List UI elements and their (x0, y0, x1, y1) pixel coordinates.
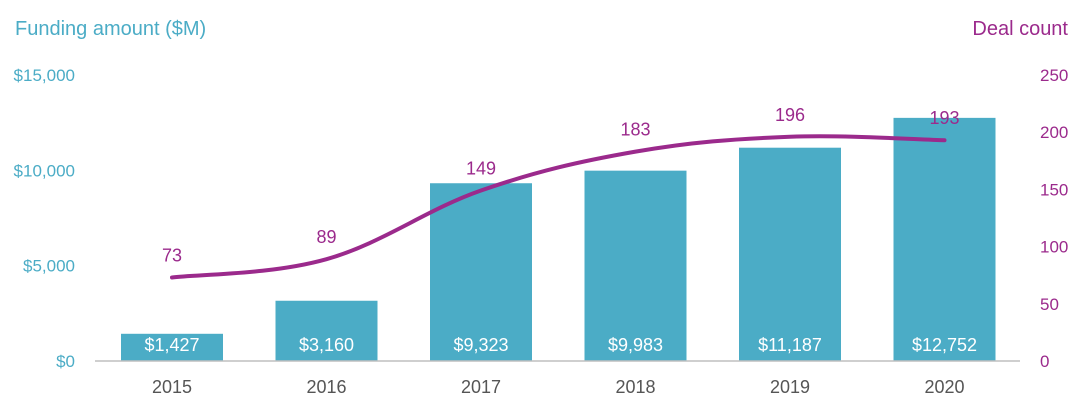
x-tick-label: 2015 (152, 377, 192, 397)
bar-series: $1,427 $3,160 $9,323 $9,983 $11,187 $12,752 (121, 117, 996, 361)
x-axis: 2015 2016 2017 2018 2019 2020 (152, 377, 965, 397)
right-tick-label: 150 (1040, 180, 1068, 199)
line-value-label: 73 (162, 245, 182, 265)
left-tick-label: $5,000 (23, 257, 75, 276)
line-value-label: 193 (929, 108, 959, 128)
bar (430, 183, 532, 361)
bar-value-label: $1,427 (144, 335, 199, 355)
right-axis: 0 50 100 150 200 250 (1040, 66, 1068, 371)
left-tick-label: $0 (56, 352, 75, 371)
left-axis: $0 $5,000 $10,000 $15,000 (14, 66, 75, 371)
bar (584, 170, 687, 361)
bar-value-label: $12,752 (912, 335, 977, 355)
line-value-label: 149 (466, 159, 496, 179)
bar-value-label: $11,187 (758, 335, 822, 355)
right-tick-label: 250 (1040, 66, 1068, 85)
x-tick-label: 2016 (306, 377, 346, 397)
right-tick-label: 200 (1040, 123, 1068, 142)
bar-value-label: $3,160 (299, 335, 354, 355)
bar (739, 147, 841, 361)
left-tick-label: $10,000 (14, 161, 75, 180)
bar (893, 117, 996, 361)
right-tick-label: 0 (1040, 352, 1049, 371)
left-tick-label: $15,000 (14, 66, 75, 85)
line-value-label: 183 (620, 120, 650, 140)
x-tick-label: 2018 (615, 377, 655, 397)
line-series: 73 89 149 183 196 193 (162, 105, 960, 280)
right-tick-label: 50 (1040, 295, 1059, 314)
line-value-label: 196 (775, 105, 805, 125)
x-tick-label: 2017 (461, 377, 501, 397)
line-value-label: 89 (316, 227, 336, 247)
bar (121, 333, 223, 361)
left-axis-title: Funding amount ($M) (15, 18, 206, 40)
x-tick-label: 2020 (924, 377, 964, 397)
right-tick-label: 100 (1040, 238, 1068, 257)
bar-value-label: $9,323 (453, 335, 508, 355)
deal-count-line (170, 134, 947, 280)
right-axis-title: Deal count (972, 18, 1068, 40)
bar (275, 300, 378, 361)
x-tick-label: 2019 (770, 377, 810, 397)
bar-value-label: $9,983 (608, 335, 663, 355)
